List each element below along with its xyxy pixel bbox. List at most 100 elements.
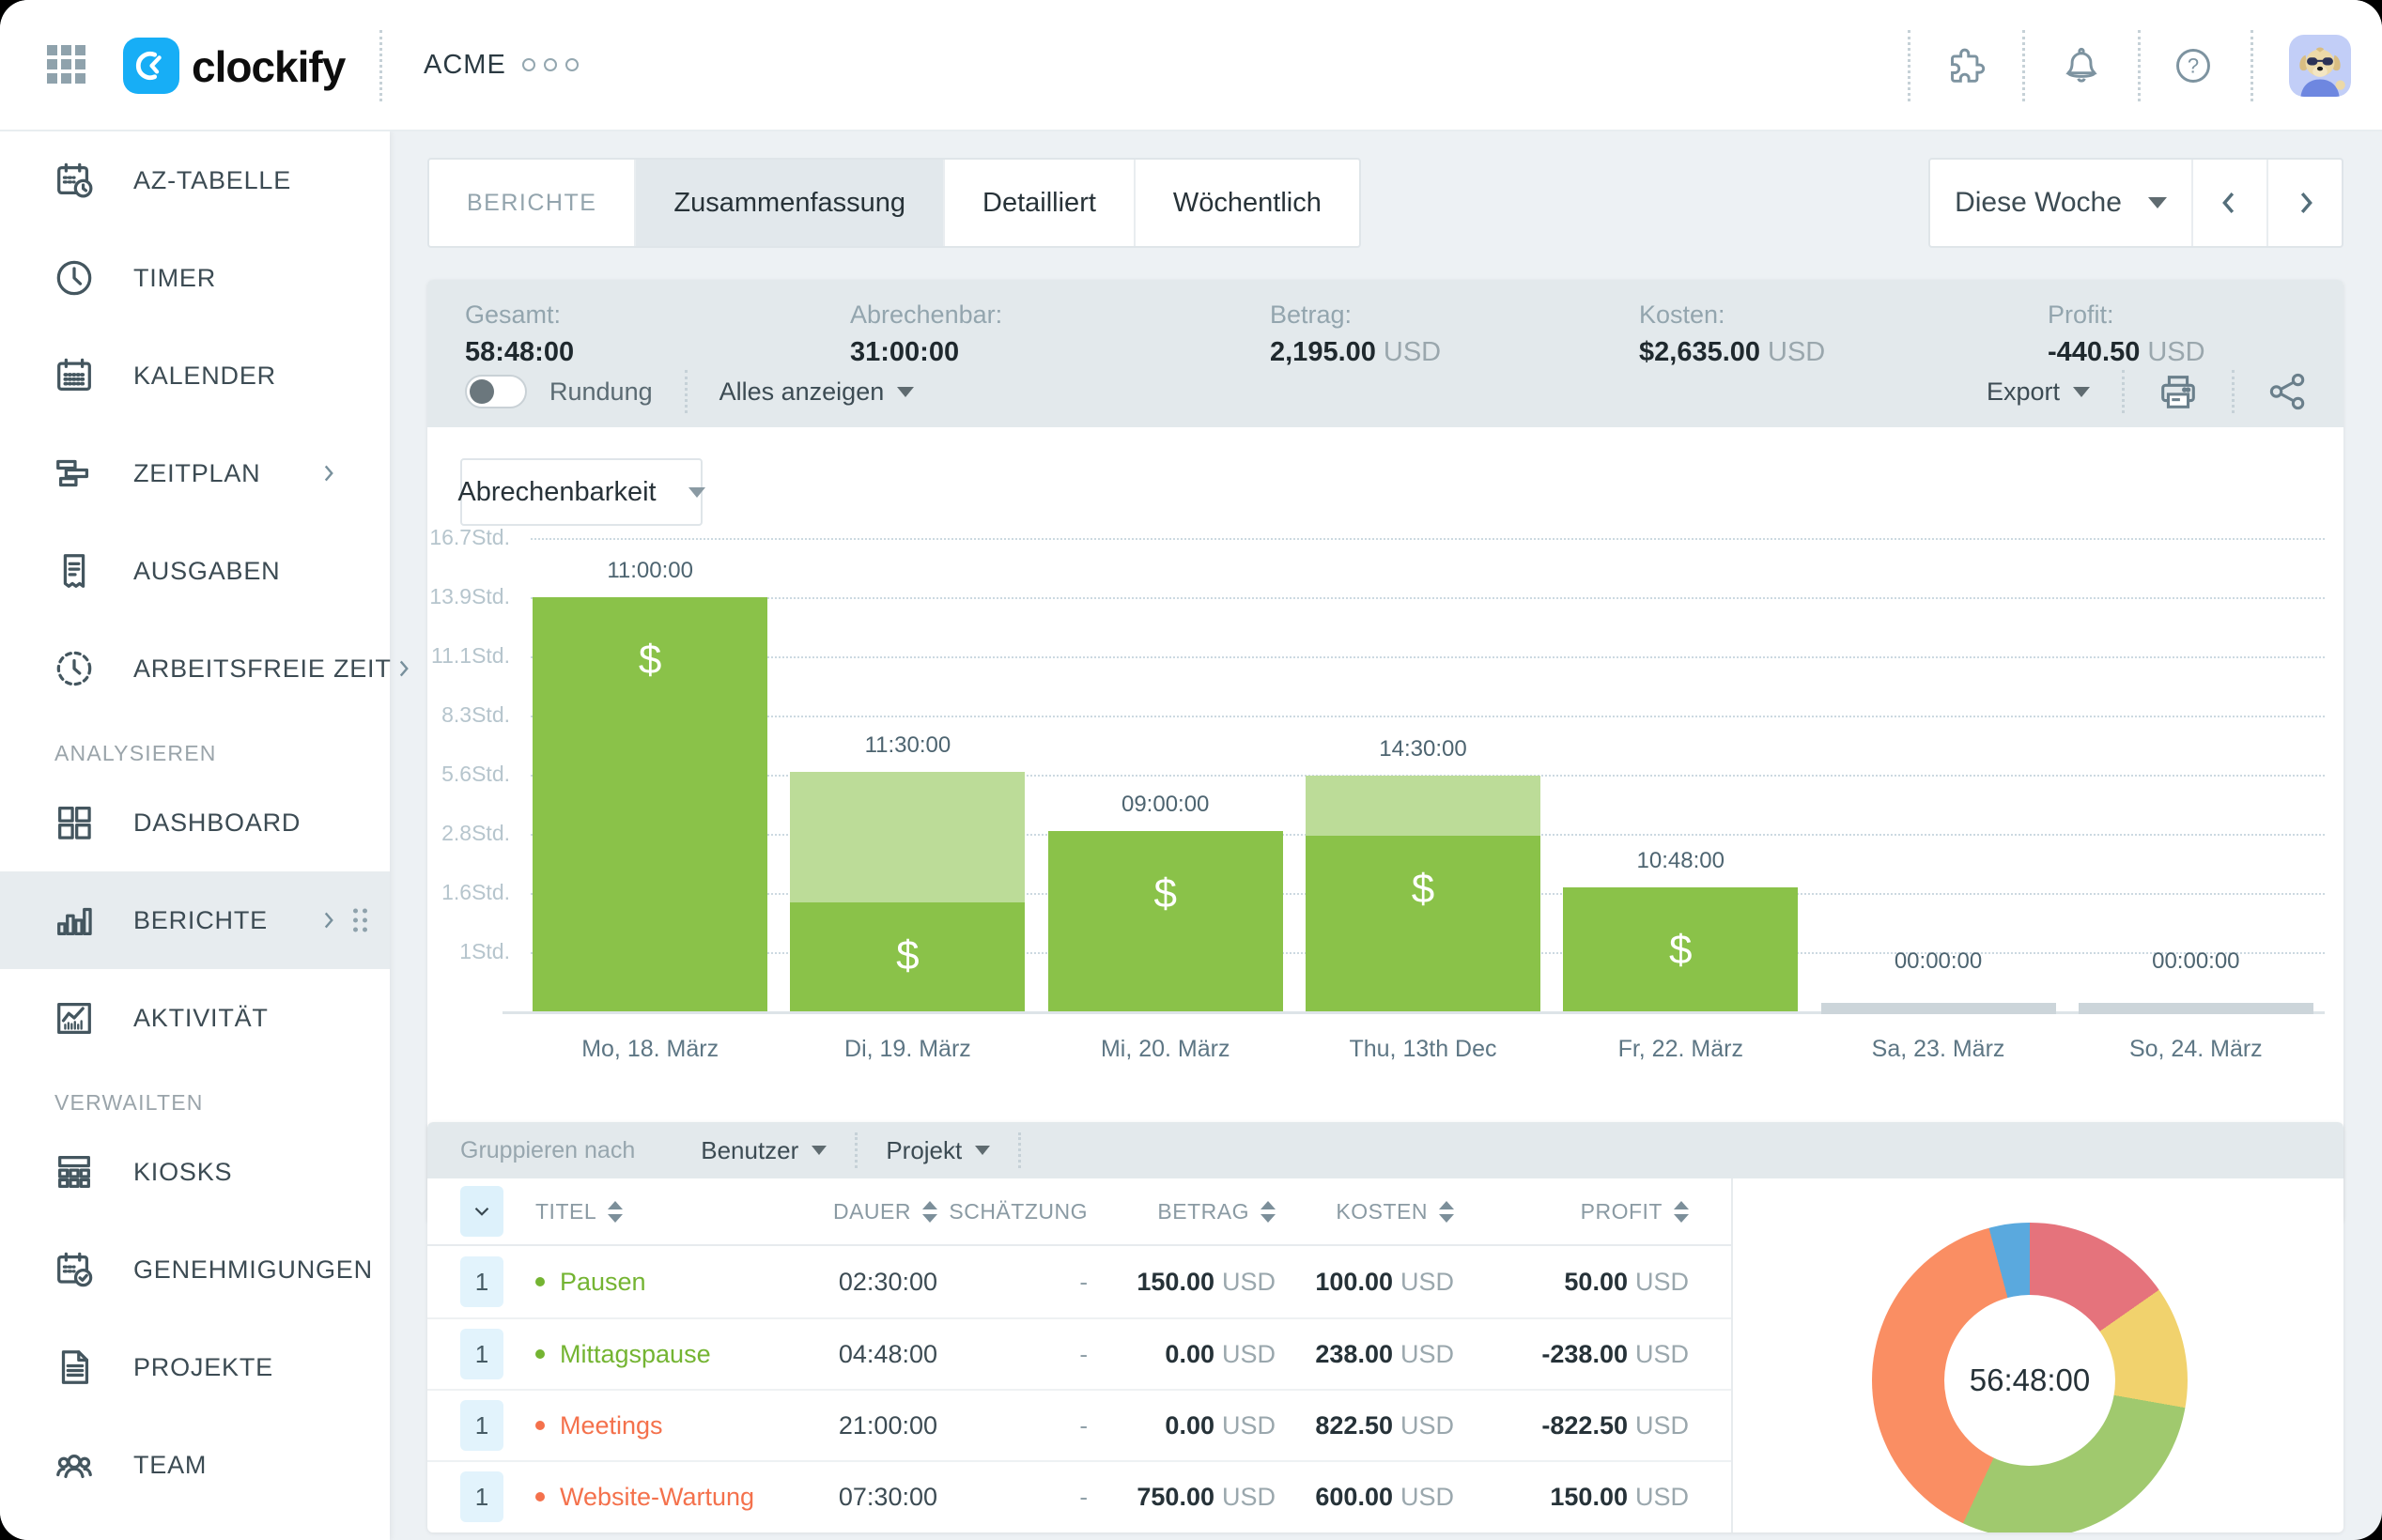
bar-column-sa-23-märz: 00:00:00Sa, 23. März: [1809, 526, 2066, 1014]
summary-value: -440.50USD: [2048, 337, 2325, 368]
calendar-icon: [53, 354, 96, 397]
drag-handle-icon[interactable]: [353, 909, 367, 932]
row-kosten: 100.00USD: [1276, 1268, 1454, 1297]
tab-wöchentlich[interactable]: Wöchentlich: [1134, 160, 1359, 246]
sidebar-item-arbeitsfreie-zeit[interactable]: ARBEITSFREIE ZEIT: [0, 620, 390, 717]
sort-icon[interactable]: [1439, 1201, 1454, 1223]
rounding-toggle[interactable]: [465, 375, 527, 408]
bar-zero-so-24-märz: [2079, 1003, 2313, 1014]
tab-detailliert[interactable]: Detailliert: [943, 160, 1134, 246]
bar-zero-sa-23-märz: [1821, 1003, 2056, 1014]
row-count-cell: 1: [460, 1400, 535, 1451]
currency-unit: USD: [1222, 1483, 1276, 1511]
chart-type-dropdown[interactable]: Abrechenbarkeit: [460, 458, 703, 526]
sidebar-item-projekte[interactable]: PROJEKTE: [0, 1318, 390, 1416]
bar-column-mi-20-märz: $09:00:00Mi, 20. März: [1037, 526, 1294, 1014]
export-dropdown[interactable]: Export: [1987, 377, 2060, 407]
integrations-puzzle-icon[interactable]: [1945, 45, 1987, 86]
chevron-down-icon: [688, 487, 705, 498]
app-grid-icon[interactable]: [47, 45, 88, 86]
sidebar-item-team[interactable]: TEAM: [0, 1416, 390, 1514]
sidebar-item-label: GENEHMIGUNGEN: [133, 1255, 373, 1285]
sidebar-item-label: AUSGABEN: [133, 557, 280, 586]
groupbar-divider: [1018, 1132, 1021, 1168]
sidebar-item-berichte[interactable]: BERICHTE: [0, 871, 390, 969]
currency-unit: USD: [1384, 337, 1441, 367]
chart-columns: $11:00:00Mo, 18. März$11:30:00Di, 19. Mä…: [521, 526, 2325, 1014]
row-count-cell: 1: [460, 1471, 535, 1522]
summary-kosten: Kosten:$2,635.00USD: [1639, 300, 2048, 368]
summary-bar: Gesamt:58:48:00Abrechenbar:31:00:00Betra…: [427, 280, 2343, 427]
bar-value-label: 10:48:00: [1552, 848, 1809, 874]
currency-unit: USD: [1222, 1411, 1276, 1440]
sidebar-item-label: ARBEITSFREIE ZEIT: [133, 654, 392, 684]
next-period-button[interactable]: [2266, 160, 2342, 246]
sidebar-item-az-tabelle[interactable]: AZ-TABELLE: [0, 131, 390, 229]
sidebar-item-genehmigungen[interactable]: GENEHMIGUNGEN: [0, 1221, 390, 1318]
tab-berichte-label[interactable]: BERICHTE: [429, 160, 634, 246]
y-axis-tick: 2.8Std.: [416, 821, 510, 846]
bar-column-thu-13th-dec: $14:30:00Thu, 13th Dec: [1294, 526, 1552, 1014]
sidebar-item-dashboard[interactable]: DASHBOARD: [0, 774, 390, 871]
column-header-titel: TITEL: [535, 1199, 759, 1224]
donut-total: 56:48:00: [1944, 1295, 2115, 1466]
row-schaetzung: -: [937, 1340, 1088, 1369]
previous-period-button[interactable]: [2191, 160, 2266, 246]
help-icon[interactable]: ?: [2173, 45, 2214, 86]
bar-mo-18-märz: $: [533, 597, 767, 1011]
share-icon[interactable]: [2266, 370, 2310, 413]
currency-unit: USD: [2147, 337, 2204, 367]
workspace-more-icon[interactable]: [522, 58, 579, 71]
top-bar: clockify ACME ?: [0, 0, 2382, 131]
show-all-dropdown[interactable]: Alles anzeigen: [719, 377, 885, 407]
bar-value-label: 11:00:00: [521, 558, 779, 584]
sort-icon[interactable]: [1674, 1201, 1689, 1223]
sidebar-item-kiosks[interactable]: KIOSKS: [0, 1123, 390, 1221]
row-kosten: 822.50USD: [1276, 1411, 1454, 1440]
column-label: PROFIT: [1581, 1199, 1663, 1224]
currency-unit: USD: [1635, 1483, 1689, 1511]
group-by-dropdown-benutzer[interactable]: Benutzer: [701, 1136, 827, 1165]
row-title[interactable]: Website-Wartung: [535, 1483, 759, 1512]
sidebar-item-ausgaben[interactable]: AUSGABEN: [0, 522, 390, 620]
workspace-name[interactable]: ACME: [424, 50, 506, 81]
group-by-dropdown-projekt[interactable]: Projekt: [886, 1136, 990, 1165]
sort-icon[interactable]: [922, 1201, 937, 1223]
user-avatar[interactable]: [2289, 35, 2351, 97]
sidebar-section-analysieren: ANALYSIEREN: [0, 717, 390, 774]
row-betrag: 750.00USD: [1088, 1483, 1276, 1512]
sidebar-item-timer[interactable]: TIMER: [0, 229, 390, 327]
summary-value: 58:48:00: [465, 337, 850, 368]
summary-label: Kosten:: [1639, 300, 2048, 330]
timer-icon: [53, 256, 96, 300]
table-row-meetings: 1Meetings21:00:00-0.00USD822.50USD-822.5…: [427, 1389, 1731, 1460]
brand-wordmark: clockify: [192, 41, 345, 92]
clockify-logo-icon[interactable]: [123, 38, 179, 94]
row-count-badge: 1: [460, 1256, 503, 1307]
sort-icon[interactable]: [1261, 1201, 1276, 1223]
sidebar-item-label: KALENDER: [133, 362, 276, 391]
x-axis-label: Mo, 18. März: [521, 1036, 779, 1063]
sidebar-item-kalender[interactable]: KALENDER: [0, 327, 390, 424]
approvals-icon: [53, 1248, 96, 1291]
period-dropdown[interactable]: Diese Woche: [1930, 160, 2191, 246]
chevron-down-icon: [812, 1146, 827, 1155]
sort-icon[interactable]: [608, 1201, 623, 1223]
column-header-profit: PROFIT: [1454, 1199, 1689, 1224]
row-title[interactable]: Pausen: [535, 1268, 759, 1297]
tab-zusammenfassung[interactable]: Zusammenfassung: [634, 160, 943, 246]
sidebar-item-aktivität[interactable]: AKTIVITÄT: [0, 969, 390, 1067]
topbar-divider: [2138, 30, 2141, 101]
period-selector: Diese Woche: [1928, 158, 2343, 248]
print-icon[interactable]: [2157, 370, 2200, 413]
sidebar-item-label: AKTIVITÄT: [133, 1004, 269, 1033]
row-title[interactable]: Mittagspause: [535, 1340, 759, 1369]
app-window: clockify ACME ?: [0, 0, 2382, 1540]
notifications-bell-icon[interactable]: [2061, 45, 2102, 86]
bar-nonbillable-segment: [790, 772, 1025, 902]
collapse-all-button[interactable]: [460, 1186, 503, 1237]
row-title[interactable]: Meetings: [535, 1411, 759, 1440]
bar-di-19-märz: $: [790, 772, 1025, 1011]
sidebar-item-zeitplan[interactable]: ZEITPLAN: [0, 424, 390, 522]
sidebar-item-label: TIMER: [133, 264, 216, 293]
